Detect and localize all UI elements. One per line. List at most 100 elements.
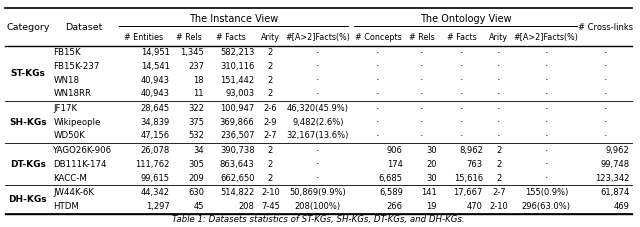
Text: ·: · bbox=[460, 75, 463, 85]
Text: DT-KGs: DT-KGs bbox=[10, 160, 46, 169]
Text: ·: · bbox=[497, 131, 500, 141]
Text: WN18RR: WN18RR bbox=[53, 89, 92, 98]
Text: # Facts: # Facts bbox=[447, 33, 477, 42]
Text: ·: · bbox=[545, 104, 548, 114]
Text: YAGO26K-906: YAGO26K-906 bbox=[53, 146, 113, 155]
Text: ·: · bbox=[376, 131, 380, 141]
Text: FB15K: FB15K bbox=[53, 48, 81, 57]
Text: 2: 2 bbox=[268, 62, 273, 71]
Text: ·: · bbox=[460, 131, 463, 141]
Text: 237: 237 bbox=[188, 62, 204, 71]
Text: ·: · bbox=[420, 75, 424, 85]
Text: 26,078: 26,078 bbox=[141, 146, 170, 155]
Text: ·: · bbox=[604, 89, 607, 99]
Text: SH-KGs: SH-KGs bbox=[9, 118, 47, 127]
Text: 266: 266 bbox=[387, 202, 403, 211]
Text: 2: 2 bbox=[268, 48, 273, 57]
Text: ·: · bbox=[316, 159, 320, 169]
Text: ·: · bbox=[497, 117, 500, 127]
Text: 30: 30 bbox=[426, 146, 437, 155]
Text: FB15K-237: FB15K-237 bbox=[53, 62, 100, 71]
Text: ·: · bbox=[316, 75, 320, 85]
Text: 236,507: 236,507 bbox=[220, 131, 255, 141]
Text: 2: 2 bbox=[496, 146, 502, 155]
Text: ·: · bbox=[545, 173, 548, 183]
Text: 296(63.0%): 296(63.0%) bbox=[522, 202, 571, 211]
Text: 2-7: 2-7 bbox=[492, 188, 506, 197]
Text: 2-7: 2-7 bbox=[264, 131, 277, 141]
Text: Table 1: Datasets statistics of ST-KGs, SH-KGs, DT-KGs, and DH-KGs.: Table 1: Datasets statistics of ST-KGs, … bbox=[172, 215, 465, 225]
Text: 2-6: 2-6 bbox=[264, 104, 277, 113]
Text: 11: 11 bbox=[193, 89, 204, 98]
Text: Arity: Arity bbox=[261, 33, 280, 42]
Text: 208: 208 bbox=[239, 202, 255, 211]
Text: 662,650: 662,650 bbox=[220, 174, 255, 183]
Text: ·: · bbox=[497, 104, 500, 114]
Text: 47,156: 47,156 bbox=[141, 131, 170, 141]
Text: ST-KGs: ST-KGs bbox=[10, 69, 45, 78]
Text: ·: · bbox=[604, 62, 607, 72]
Text: #[A>2]Facts(%): #[A>2]Facts(%) bbox=[285, 33, 350, 42]
Text: 19: 19 bbox=[426, 202, 437, 211]
Text: 369,866: 369,866 bbox=[220, 118, 255, 127]
Text: 30: 30 bbox=[426, 174, 437, 183]
Text: ·: · bbox=[316, 89, 320, 99]
Text: 208(100%): 208(100%) bbox=[295, 202, 341, 211]
Text: HTDM: HTDM bbox=[53, 202, 79, 211]
Text: 50,869(9.9%): 50,869(9.9%) bbox=[289, 188, 346, 197]
Text: 111,762: 111,762 bbox=[136, 160, 170, 169]
Text: Dataset: Dataset bbox=[65, 22, 102, 32]
Text: 18: 18 bbox=[193, 76, 204, 85]
Text: ·: · bbox=[545, 131, 548, 141]
Text: 209: 209 bbox=[188, 174, 204, 183]
Text: JF17K: JF17K bbox=[53, 104, 77, 113]
Text: 763: 763 bbox=[467, 160, 483, 169]
Text: KACC-M: KACC-M bbox=[53, 174, 87, 183]
Text: 6,685: 6,685 bbox=[379, 174, 403, 183]
Text: 155(0.9%): 155(0.9%) bbox=[525, 188, 568, 197]
Text: ·: · bbox=[460, 89, 463, 99]
Text: 2: 2 bbox=[268, 146, 273, 155]
Text: 6,589: 6,589 bbox=[379, 188, 403, 197]
Text: WN18: WN18 bbox=[53, 76, 79, 85]
Text: ·: · bbox=[545, 159, 548, 169]
Text: 906: 906 bbox=[387, 146, 403, 155]
Text: 863,643: 863,643 bbox=[220, 160, 255, 169]
Text: 40,943: 40,943 bbox=[141, 89, 170, 98]
Text: ·: · bbox=[460, 48, 463, 58]
Text: ·: · bbox=[376, 117, 380, 127]
Text: 174: 174 bbox=[387, 160, 403, 169]
Text: 310,116: 310,116 bbox=[220, 62, 255, 71]
Text: ·: · bbox=[316, 146, 320, 156]
Text: ·: · bbox=[460, 117, 463, 127]
Text: The Ontology View: The Ontology View bbox=[420, 14, 511, 24]
Text: # Facts: # Facts bbox=[216, 33, 246, 42]
Text: 7-45: 7-45 bbox=[261, 202, 280, 211]
Text: ·: · bbox=[497, 62, 500, 72]
Text: WD50K: WD50K bbox=[53, 131, 85, 141]
Text: 44,342: 44,342 bbox=[141, 188, 170, 197]
Text: ·: · bbox=[420, 117, 424, 127]
Text: 15,616: 15,616 bbox=[454, 174, 483, 183]
Text: 2: 2 bbox=[496, 160, 502, 169]
Text: # Cross-links: # Cross-links bbox=[578, 22, 633, 32]
Text: # Rels: # Rels bbox=[409, 33, 435, 42]
Text: 17,667: 17,667 bbox=[454, 188, 483, 197]
Text: ·: · bbox=[545, 75, 548, 85]
Text: 123,342: 123,342 bbox=[595, 174, 630, 183]
Text: The Instance View: The Instance View bbox=[189, 14, 278, 24]
Text: ·: · bbox=[604, 48, 607, 58]
Text: #[A>2]Facts(%): #[A>2]Facts(%) bbox=[514, 33, 579, 42]
Text: ·: · bbox=[420, 62, 424, 72]
Text: ·: · bbox=[316, 173, 320, 183]
Text: ·: · bbox=[420, 48, 424, 58]
Text: 45: 45 bbox=[193, 202, 204, 211]
Text: 99,615: 99,615 bbox=[141, 174, 170, 183]
Text: # Entities: # Entities bbox=[124, 33, 164, 42]
Text: ·: · bbox=[376, 104, 380, 114]
Text: 100,947: 100,947 bbox=[220, 104, 255, 113]
Text: 28,645: 28,645 bbox=[141, 104, 170, 113]
Text: ·: · bbox=[316, 48, 320, 58]
Text: Category: Category bbox=[6, 22, 50, 32]
Text: ·: · bbox=[497, 89, 500, 99]
